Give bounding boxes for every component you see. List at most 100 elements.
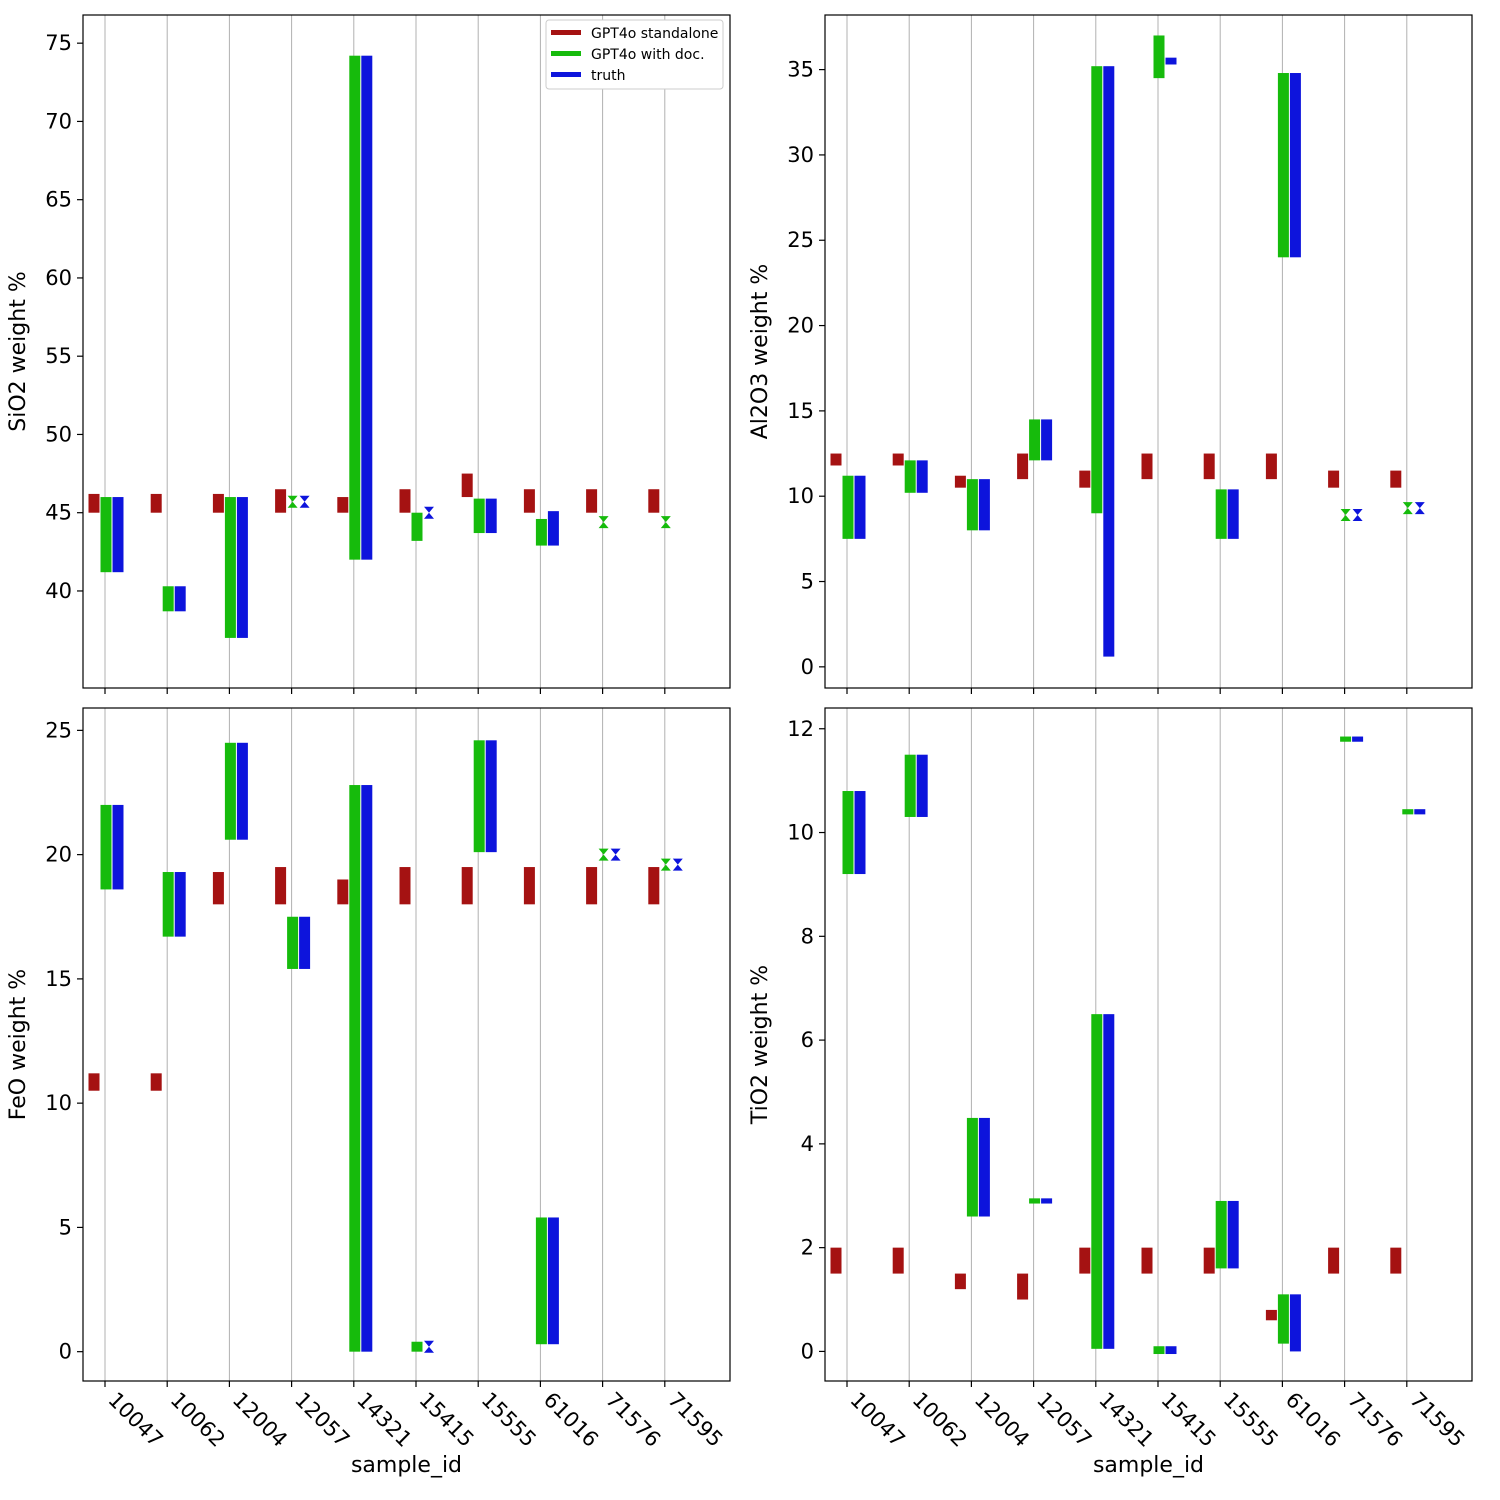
range-marker-with_doc	[660, 858, 671, 871]
y-tick-label: 10	[787, 821, 814, 845]
legend-swatch-with-doc	[551, 51, 581, 56]
y-tick-label: 15	[787, 399, 814, 423]
x-tick-label: 15415	[1156, 1388, 1220, 1452]
range-marker-with_doc	[1340, 508, 1351, 521]
range-bar-with_doc	[1215, 1200, 1227, 1269]
range-bar-standalone	[586, 489, 598, 513]
y-axis-label: SiO2 weight %	[6, 271, 31, 431]
y-tick-label: 35	[787, 58, 814, 82]
y-tick-label: 0	[801, 1339, 814, 1363]
range-bar-with_doc	[535, 518, 547, 546]
range-bar-with_doc	[904, 460, 916, 493]
range-bar-standalone	[892, 453, 904, 466]
y-tick-label: 8	[801, 924, 814, 948]
range-bar-standalone	[275, 867, 287, 905]
y-tick-label: 55	[45, 344, 72, 368]
range-bar-truth	[978, 1117, 990, 1217]
range-bar-truth	[547, 1217, 559, 1345]
y-tick-label: 12	[787, 717, 814, 741]
range-bar-with_doc	[1277, 1294, 1289, 1344]
x-tick-label: 10047	[103, 1388, 167, 1452]
x-tick-label: 12057	[1032, 1388, 1096, 1452]
y-tick-label: 75	[45, 31, 72, 55]
y-tick-label: 2	[801, 1236, 814, 1260]
legend: GPT4o standalone GPT4o with doc. truth	[545, 19, 724, 90]
range-bar-truth	[1041, 419, 1053, 461]
range-bar-standalone	[399, 867, 411, 905]
range-bar-standalone	[1265, 1309, 1277, 1321]
range-bar-with_doc	[287, 916, 299, 969]
range-bar-with_doc	[1215, 489, 1227, 539]
y-tick-label: 5	[801, 570, 814, 594]
range-bar-truth	[854, 791, 866, 875]
range-marker-with_doc	[1402, 502, 1413, 515]
range-bar-with_doc	[162, 872, 174, 937]
range-bar-with_doc	[842, 791, 854, 875]
y-tick-label: 0	[59, 1340, 72, 1364]
range-bar-with_doc	[1277, 73, 1289, 258]
range-bar-standalone	[1390, 1247, 1402, 1274]
y-tick-label: 5	[59, 1215, 72, 1239]
legend-swatch-standalone	[551, 30, 581, 35]
x-tick-label: 15415	[414, 1388, 478, 1452]
x-axis-label: sample_id	[351, 1453, 462, 1478]
range-bar-with_doc	[349, 785, 361, 1352]
range-marker-truth	[424, 506, 434, 519]
plot-panel-2: 0 5 10 15 20 25 30 35 Al2O3 weight %	[748, 14, 1473, 694]
range-bar-truth	[1289, 73, 1301, 258]
range-bar-standalone	[337, 879, 349, 905]
range-bar-truth	[1103, 1014, 1115, 1349]
range-bar-with_doc	[966, 479, 978, 531]
plot-panel-3: 0 5 10 15 20 25 100471006212004120571432115415…	[6, 707, 731, 1478]
x-axis-label: sample_id	[1093, 1453, 1204, 1478]
range-bar-with_doc	[100, 804, 112, 890]
legend-label-truth: truth	[591, 68, 625, 84]
x-tick-label: 10062	[908, 1388, 972, 1452]
range-bar-standalone	[212, 493, 224, 513]
range-bar-with_doc	[1340, 736, 1352, 742]
range-bar-standalone	[954, 475, 966, 488]
range-bar-standalone	[1017, 453, 1029, 480]
range-marker-with_doc	[598, 848, 609, 861]
range-marker-with_doc	[660, 516, 671, 529]
range-bar-truth	[916, 460, 928, 493]
range-bar-truth	[1165, 1346, 1177, 1355]
axes-frame	[82, 707, 731, 1382]
range-bar-truth	[1352, 736, 1364, 742]
range-bar-with_doc	[100, 497, 112, 573]
range-marker-with_doc	[287, 495, 298, 508]
x-tick-label: 10047	[845, 1388, 909, 1452]
range-bar-standalone	[648, 867, 660, 905]
range-bar-with_doc	[411, 1341, 423, 1352]
range-bar-with_doc	[473, 498, 485, 534]
y-axis-label: FeO weight %	[6, 969, 31, 1120]
legend-label-standalone: GPT4o standalone	[591, 26, 718, 42]
range-bar-with_doc	[473, 740, 485, 853]
range-marker-truth	[1352, 508, 1363, 521]
range-bar-with_doc	[904, 754, 916, 817]
range-bar-truth	[361, 785, 373, 1352]
range-bar-standalone	[523, 867, 535, 905]
range-bar-standalone	[1328, 470, 1340, 488]
range-bar-standalone	[1203, 453, 1215, 480]
range-bar-with_doc	[1029, 1198, 1041, 1204]
range-marker-truth	[299, 495, 310, 508]
range-bar-standalone	[275, 489, 287, 513]
range-bar-with_doc	[1091, 66, 1103, 514]
range-bar-with_doc	[1153, 1346, 1165, 1355]
range-marker-truth	[610, 848, 621, 861]
range-bar-truth	[1289, 1294, 1301, 1352]
x-tick-label: 12004	[228, 1388, 292, 1452]
range-marker-truth	[424, 1340, 434, 1353]
range-bar-standalone	[1079, 1247, 1091, 1274]
legend-label-with-doc: GPT4o with doc.	[591, 47, 705, 63]
y-axis-label: TiO2 weight %	[748, 965, 773, 1125]
range-bar-standalone	[1328, 1247, 1340, 1274]
y-tick-label: 20	[45, 843, 72, 867]
range-marker-truth	[1414, 502, 1425, 515]
range-bar-truth	[854, 475, 866, 539]
y-tick-label: 65	[45, 188, 72, 212]
y-tick-label: 30	[787, 143, 814, 167]
x-tick-label: 14321	[352, 1388, 416, 1452]
